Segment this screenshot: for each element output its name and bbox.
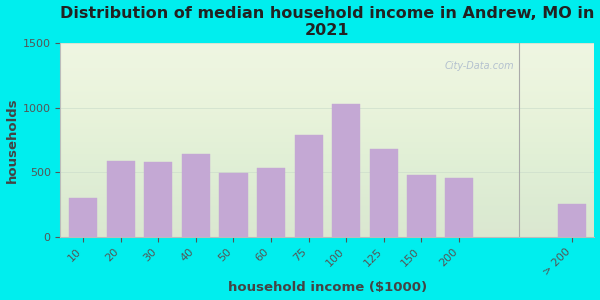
Title: Distribution of median household income in Andrew, MO in
2021: Distribution of median household income …	[60, 6, 595, 38]
Bar	[182, 154, 210, 236]
Bar	[257, 168, 285, 236]
Bar	[107, 160, 135, 236]
Bar	[370, 149, 398, 236]
Bar	[220, 173, 248, 236]
Bar	[407, 175, 436, 236]
Text: City-Data.com: City-Data.com	[445, 61, 515, 71]
Y-axis label: households: households	[5, 97, 19, 183]
Bar	[144, 163, 172, 236]
X-axis label: household income ($1000): household income ($1000)	[228, 281, 427, 294]
Bar	[558, 204, 586, 236]
Bar	[332, 104, 361, 236]
Bar	[295, 135, 323, 236]
Bar	[445, 178, 473, 236]
Bar	[69, 198, 97, 236]
